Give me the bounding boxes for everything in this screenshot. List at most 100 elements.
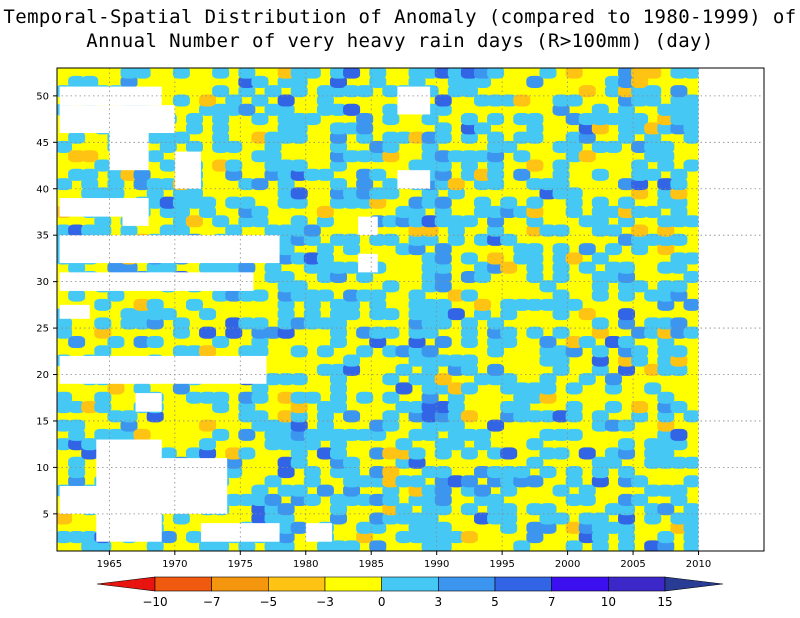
field-cell bbox=[552, 243, 570, 256]
field-cell bbox=[421, 419, 439, 432]
field-cell bbox=[565, 252, 583, 265]
field-cell bbox=[107, 187, 125, 200]
field-cell bbox=[539, 280, 557, 293]
field-cell bbox=[657, 289, 675, 302]
field-cell bbox=[618, 280, 636, 293]
field-cell bbox=[238, 493, 256, 506]
field-cell bbox=[264, 131, 282, 144]
field-cell bbox=[264, 103, 282, 116]
field-cell bbox=[251, 178, 269, 191]
field-cell bbox=[487, 205, 505, 219]
field-cell bbox=[500, 205, 518, 219]
field-cell bbox=[421, 512, 439, 525]
field-cell bbox=[487, 215, 505, 228]
field-cell bbox=[526, 252, 544, 265]
field-cell bbox=[434, 196, 452, 209]
field-cell bbox=[343, 261, 361, 274]
field-cell bbox=[618, 308, 636, 321]
field-cell bbox=[526, 521, 544, 534]
field-cell bbox=[591, 103, 609, 116]
field-cell bbox=[618, 196, 636, 209]
field-cell bbox=[578, 215, 596, 228]
field-cell bbox=[565, 196, 583, 209]
field-cell bbox=[473, 75, 492, 88]
field-cell bbox=[670, 512, 688, 525]
missing-data-block bbox=[44, 152, 57, 189]
field-cell bbox=[683, 326, 701, 339]
field-cell bbox=[421, 113, 439, 126]
field-cell bbox=[238, 196, 256, 209]
field-cell bbox=[631, 243, 649, 256]
field-cell bbox=[277, 289, 295, 302]
field-cell bbox=[225, 493, 243, 506]
field-cell bbox=[68, 475, 86, 488]
colorbar-label: −10 bbox=[142, 595, 167, 609]
field-cell bbox=[329, 196, 348, 209]
field-cell bbox=[251, 289, 269, 302]
field-cell bbox=[473, 168, 492, 181]
field-cell bbox=[421, 373, 439, 386]
field-cell bbox=[316, 410, 334, 423]
field-cell bbox=[460, 354, 478, 367]
field-cell bbox=[500, 484, 518, 497]
field-cell bbox=[526, 131, 544, 144]
field-cell bbox=[670, 428, 688, 441]
field-cell bbox=[329, 131, 348, 144]
field-cell bbox=[657, 326, 675, 339]
field-cell bbox=[565, 94, 583, 107]
field-cell bbox=[644, 438, 662, 451]
field-cell bbox=[447, 428, 465, 441]
field-cell bbox=[513, 150, 531, 163]
field-cell bbox=[238, 447, 256, 460]
field-cell bbox=[290, 280, 308, 293]
field-cell bbox=[264, 373, 282, 386]
field-cell bbox=[434, 503, 452, 516]
field-cell bbox=[644, 512, 662, 525]
field-cell bbox=[395, 205, 413, 219]
field-cell bbox=[591, 326, 609, 339]
field-cell bbox=[421, 410, 439, 423]
field-cell bbox=[460, 289, 478, 302]
field-cell bbox=[408, 68, 426, 79]
field-cell bbox=[172, 224, 190, 237]
y-tick-label: 25 bbox=[36, 324, 49, 335]
field-cell bbox=[683, 103, 701, 116]
field-cell bbox=[146, 131, 164, 144]
field-cell bbox=[251, 326, 269, 339]
field-cell bbox=[356, 122, 374, 135]
field-cell bbox=[94, 317, 112, 330]
field-cell bbox=[172, 94, 190, 107]
field-cell bbox=[251, 317, 269, 330]
field-cell bbox=[172, 196, 190, 209]
field-cell bbox=[146, 150, 164, 163]
field-cell bbox=[356, 113, 374, 126]
field-cell bbox=[408, 243, 426, 256]
field-cell bbox=[473, 512, 492, 525]
field-cell bbox=[500, 410, 518, 423]
field-cell bbox=[133, 382, 151, 395]
grid-lines bbox=[57, 68, 764, 551]
field-cell bbox=[552, 178, 570, 191]
field-cell bbox=[408, 373, 426, 386]
field-cell bbox=[81, 400, 99, 414]
field-cell bbox=[329, 178, 348, 191]
field-cell bbox=[159, 224, 177, 237]
field-cell bbox=[618, 122, 636, 135]
field-cell bbox=[343, 466, 361, 479]
field-cell bbox=[212, 428, 230, 441]
field-cell bbox=[146, 178, 164, 191]
field-cell bbox=[159, 308, 177, 321]
field-cell bbox=[500, 512, 518, 525]
field-cell bbox=[159, 205, 177, 219]
field-cell bbox=[68, 168, 86, 181]
field-cell bbox=[290, 196, 308, 209]
field-cell bbox=[277, 122, 295, 135]
field-cell bbox=[199, 326, 217, 339]
field-cell bbox=[473, 233, 492, 246]
field-cell bbox=[670, 122, 688, 135]
field-cell bbox=[146, 298, 164, 311]
field-cell bbox=[500, 521, 518, 534]
field-cell bbox=[591, 280, 609, 293]
field-cell bbox=[513, 168, 531, 181]
field-cell bbox=[290, 456, 308, 469]
